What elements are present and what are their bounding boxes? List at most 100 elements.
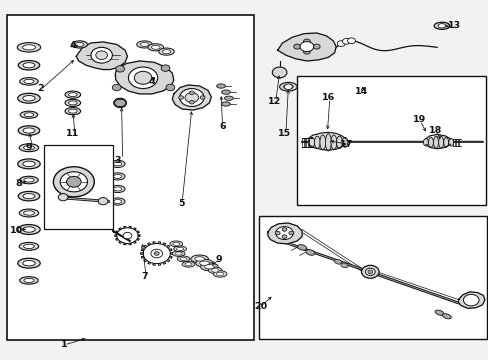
Ellipse shape	[75, 42, 84, 46]
Ellipse shape	[314, 136, 320, 148]
Ellipse shape	[313, 44, 320, 49]
Ellipse shape	[110, 173, 125, 180]
Text: 13: 13	[447, 21, 460, 30]
Ellipse shape	[172, 242, 180, 246]
Ellipse shape	[151, 249, 162, 258]
Ellipse shape	[303, 49, 310, 54]
Ellipse shape	[179, 89, 203, 107]
Ellipse shape	[148, 44, 163, 51]
Ellipse shape	[438, 136, 443, 148]
Ellipse shape	[128, 67, 158, 89]
Ellipse shape	[282, 235, 286, 238]
Ellipse shape	[334, 260, 341, 264]
Ellipse shape	[340, 263, 347, 268]
Text: 19: 19	[411, 115, 425, 124]
Ellipse shape	[216, 272, 224, 276]
Ellipse shape	[423, 139, 427, 146]
Text: 4: 4	[148, 77, 155, 86]
Ellipse shape	[427, 138, 432, 147]
Text: 5: 5	[178, 199, 184, 208]
Ellipse shape	[91, 47, 112, 63]
Ellipse shape	[110, 198, 125, 205]
Ellipse shape	[177, 256, 189, 262]
Ellipse shape	[20, 176, 38, 184]
Ellipse shape	[162, 50, 170, 54]
Ellipse shape	[23, 244, 34, 248]
Text: 7: 7	[141, 272, 147, 281]
Ellipse shape	[18, 93, 40, 103]
Polygon shape	[425, 134, 449, 149]
Ellipse shape	[442, 314, 450, 319]
Ellipse shape	[190, 255, 208, 263]
Ellipse shape	[114, 187, 122, 191]
Ellipse shape	[24, 278, 34, 283]
Ellipse shape	[20, 111, 38, 118]
Ellipse shape	[434, 310, 443, 315]
Ellipse shape	[140, 42, 148, 46]
Text: 17: 17	[340, 140, 353, 149]
Ellipse shape	[66, 176, 81, 187]
Ellipse shape	[20, 277, 38, 284]
Ellipse shape	[60, 172, 87, 192]
Ellipse shape	[112, 84, 121, 91]
Ellipse shape	[114, 199, 122, 203]
Ellipse shape	[18, 60, 40, 70]
Ellipse shape	[24, 79, 34, 84]
Ellipse shape	[18, 225, 40, 234]
Ellipse shape	[23, 211, 34, 215]
Ellipse shape	[65, 99, 81, 107]
Ellipse shape	[114, 175, 122, 179]
Ellipse shape	[176, 247, 183, 251]
Ellipse shape	[182, 261, 194, 267]
Ellipse shape	[123, 232, 132, 239]
Text: 10: 10	[10, 226, 23, 235]
Ellipse shape	[308, 138, 314, 147]
Ellipse shape	[319, 135, 325, 150]
Ellipse shape	[305, 249, 314, 255]
Ellipse shape	[20, 78, 38, 85]
Ellipse shape	[173, 246, 186, 252]
Ellipse shape	[53, 167, 94, 197]
Text: 15: 15	[277, 129, 290, 138]
Text: 12: 12	[267, 97, 281, 106]
Ellipse shape	[184, 93, 198, 103]
Text: 2: 2	[37, 84, 44, 93]
Ellipse shape	[272, 67, 286, 78]
Ellipse shape	[221, 90, 230, 94]
Ellipse shape	[22, 45, 35, 50]
Ellipse shape	[172, 251, 184, 256]
Ellipse shape	[221, 102, 230, 106]
Ellipse shape	[275, 231, 280, 235]
Ellipse shape	[284, 84, 292, 90]
Ellipse shape	[65, 91, 81, 98]
Ellipse shape	[68, 109, 77, 113]
Ellipse shape	[184, 263, 191, 266]
Text: 6: 6	[219, 122, 225, 131]
Text: 9: 9	[215, 255, 222, 264]
Bar	[259, 216, 487, 338]
Ellipse shape	[336, 136, 342, 148]
Ellipse shape	[116, 66, 124, 72]
Ellipse shape	[114, 98, 126, 108]
Ellipse shape	[23, 95, 35, 101]
Text: 18: 18	[428, 126, 442, 135]
Ellipse shape	[65, 108, 81, 115]
Ellipse shape	[17, 42, 41, 52]
Ellipse shape	[161, 65, 169, 71]
Ellipse shape	[18, 159, 40, 169]
Bar	[43, 145, 113, 229]
Ellipse shape	[158, 48, 174, 55]
Ellipse shape	[68, 93, 77, 96]
Polygon shape	[308, 132, 345, 150]
Ellipse shape	[204, 265, 214, 269]
Ellipse shape	[433, 22, 449, 30]
Ellipse shape	[23, 128, 35, 133]
Ellipse shape	[330, 135, 336, 150]
Ellipse shape	[288, 231, 293, 235]
Polygon shape	[172, 85, 211, 110]
Ellipse shape	[23, 194, 35, 199]
Ellipse shape	[341, 138, 347, 147]
Ellipse shape	[23, 261, 35, 266]
Text: 11: 11	[66, 129, 80, 138]
Ellipse shape	[110, 160, 125, 167]
